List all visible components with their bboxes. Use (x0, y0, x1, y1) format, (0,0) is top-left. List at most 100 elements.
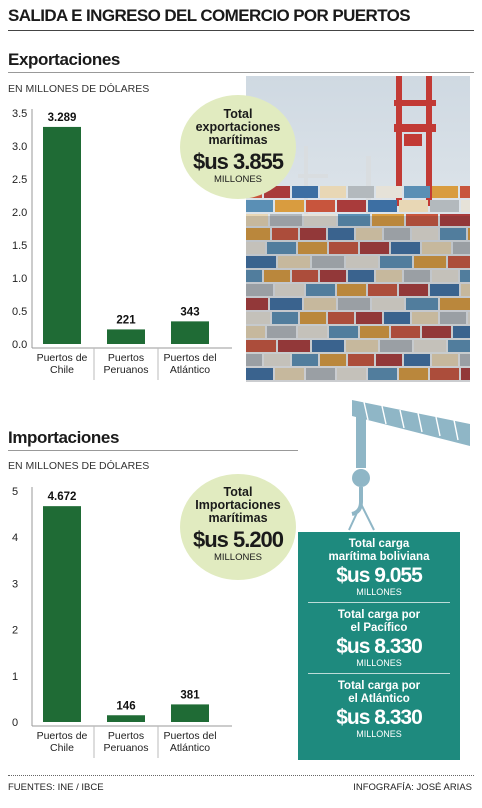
y-tick-label: 1 (12, 671, 18, 683)
container-block (246, 242, 265, 254)
container-block (376, 270, 402, 282)
container-block (329, 326, 358, 338)
panel-divider (308, 673, 450, 674)
panel-item-amount: $us 8.330 (336, 635, 423, 658)
title-rule (8, 30, 474, 31)
footer-sources: FUENTES: INE / IBCE (8, 782, 104, 793)
y-tick-label: 5 (12, 486, 18, 498)
port-containers-photo (246, 76, 470, 382)
category-label: Peruanos (104, 742, 149, 754)
panel-item-unit: MILLONES (356, 587, 402, 597)
category-label: Puertos del (163, 730, 216, 742)
container-block (246, 312, 270, 324)
container-block (384, 312, 410, 324)
export-rule (8, 72, 474, 73)
category-label: Peruanos (104, 364, 149, 376)
import-bubble-label-2: Importaciones (195, 498, 281, 512)
container-block (306, 200, 335, 212)
container-block (306, 284, 335, 296)
container-block (432, 354, 458, 366)
container-block (270, 214, 302, 226)
container-block (399, 200, 428, 212)
container-block (372, 298, 404, 310)
y-tick-label: 1.0 (12, 273, 27, 285)
container-block (246, 340, 276, 352)
value-label: 4.672 (48, 491, 77, 503)
panel-item-atlantic-cargo: Total carga por el Atlántico $us 8.330 M… (298, 674, 460, 739)
container-block (404, 186, 430, 198)
bar (107, 329, 145, 344)
value-label: 146 (116, 700, 135, 712)
container-block (356, 312, 382, 324)
y-tick-label: 0.0 (12, 339, 27, 351)
container-block (246, 214, 268, 226)
y-tick-label: 2.0 (12, 207, 27, 219)
container-block (264, 354, 290, 366)
container-block (448, 340, 470, 352)
bar (43, 506, 81, 722)
container-block (391, 242, 420, 254)
container-block (372, 214, 404, 226)
export-bubble-unit: MILLONES (213, 174, 263, 185)
panel-divider (308, 602, 450, 603)
container-block (412, 228, 438, 240)
category-label: Chile (50, 742, 74, 754)
container-block (278, 340, 310, 352)
import-unit-label: EN MILLONES DE DÓLARES (8, 460, 150, 472)
container-block (453, 326, 470, 338)
container-block (368, 200, 397, 212)
container-block (422, 242, 451, 254)
container-block (406, 298, 438, 310)
panel-item-bolivian-cargo: Total carga marítima boliviana $us 9.055… (298, 532, 460, 603)
container-block (337, 200, 366, 212)
container-block (246, 326, 265, 338)
cargo-totals-panel: Total carga marítima boliviana $us 9.055… (298, 532, 460, 760)
panel-item-unit: MILLONES (356, 729, 402, 739)
container-block (348, 354, 374, 366)
container-block (430, 368, 459, 380)
export-bubble-amount: $us 3.855 (192, 149, 284, 174)
container-block (320, 270, 346, 282)
container-block (468, 312, 470, 324)
container-block (461, 200, 470, 212)
container-block (430, 200, 459, 212)
y-tick-label: 0.5 (12, 306, 27, 318)
y-tick-label: 3.0 (12, 141, 27, 153)
container-block (448, 256, 470, 268)
container-block (414, 256, 446, 268)
container-block (368, 284, 397, 296)
category-label: Atlántico (170, 364, 210, 376)
container-block (337, 284, 366, 296)
panel-item-label-2: el Atlántico (348, 692, 410, 705)
bar (107, 715, 145, 722)
container-block (338, 298, 370, 310)
container-block (384, 228, 410, 240)
bar (171, 704, 209, 722)
bar (171, 321, 209, 344)
container-block (298, 242, 327, 254)
footer-rule (8, 775, 474, 776)
container-block (312, 340, 344, 352)
container-block (440, 228, 466, 240)
container-block (404, 270, 430, 282)
container-block (328, 228, 354, 240)
container-block (356, 228, 382, 240)
container-block (440, 214, 470, 226)
panel-item-label-2: marítima boliviana (328, 550, 430, 563)
y-tick-label: 3 (12, 578, 18, 590)
container-block (412, 312, 438, 324)
export-bubble-label-3: marítimas (208, 133, 268, 147)
container-block (300, 312, 326, 324)
container-block (430, 284, 459, 296)
category-label: Chile (50, 364, 74, 376)
panel-item-pacific-cargo: Total carga por el Pacífico $us 8.330 MI… (298, 603, 460, 674)
container-block (391, 326, 420, 338)
container-block (348, 270, 374, 282)
y-tick-label: 3.5 (12, 108, 27, 120)
bar (43, 126, 81, 345)
panel-item-label-1: Total carga por (337, 609, 421, 621)
import-rule (8, 450, 298, 451)
container-block (292, 270, 318, 282)
category-label: Puertos del (163, 352, 216, 364)
